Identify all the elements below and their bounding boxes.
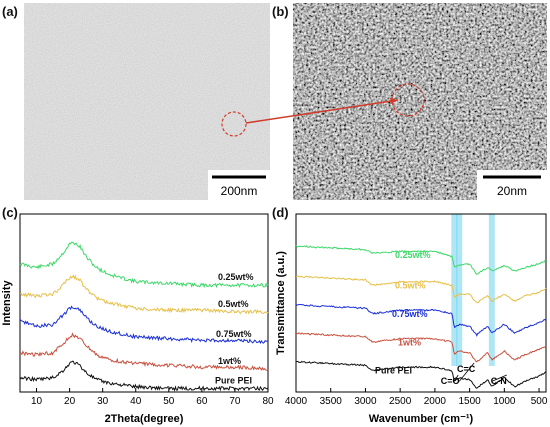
ftir-x-tick-label: 500 xyxy=(531,396,548,407)
xrd-series-label: 0.75wt% xyxy=(216,329,252,339)
scale-bar-box-a xyxy=(208,170,270,200)
ftir-y-axis-label: Transmittance (a.u.) xyxy=(275,251,287,355)
xrd-series-line xyxy=(19,305,269,345)
panel-label-b: (b) xyxy=(272,4,289,19)
ftir-series-line xyxy=(295,303,547,337)
ftir-x-tick-label: 4000 xyxy=(285,396,308,407)
ftir-highlight-band xyxy=(488,214,495,366)
scale-bar-box-b xyxy=(477,170,547,200)
xrd-x-tick-label: 30 xyxy=(97,396,109,407)
ftir-annotation-pointer xyxy=(453,374,459,382)
ftir-chart: 4000 3500 3000 2500 2000 1500 1000 500 Wavenumbe… xyxy=(275,213,548,425)
xrd-plot-frame xyxy=(19,213,269,393)
xrd-series-label: 0.5wt% xyxy=(218,299,249,309)
xrd-series-line xyxy=(19,274,269,315)
xrd-series-line xyxy=(19,332,269,371)
ftir-highlight-band xyxy=(456,214,463,366)
panel-label-a: (a) xyxy=(2,4,18,19)
ftir-annotation-pointer xyxy=(458,362,475,382)
zoom-circle-b xyxy=(391,83,425,117)
ftir-series-label: Pure PEI xyxy=(375,366,412,376)
ftir-series-label: 0.25wt% xyxy=(395,250,431,260)
xrd-series-label: Pure PEI xyxy=(215,375,252,385)
ftir-annotation-pointer xyxy=(491,374,507,382)
xrd-x-tick-label: 20 xyxy=(64,396,76,407)
ftir-series-label: 0.75wt% xyxy=(392,309,428,319)
ftir-series-line xyxy=(295,245,547,275)
ftir-x-tick-label: 1500 xyxy=(458,396,481,407)
ftir-highlight-band xyxy=(451,214,458,366)
ftir-series-line xyxy=(295,332,547,363)
xrd-x-tick-label: 80 xyxy=(262,396,274,407)
xrd-x-tick-label: 40 xyxy=(130,396,142,407)
xrd-series-label: 0.25wt% xyxy=(218,272,254,282)
xrd-series-line xyxy=(19,360,269,392)
zoom-connector-arrowhead xyxy=(390,98,398,104)
ftir-x-tick-label: 2500 xyxy=(389,396,412,407)
ftir-x-tick-label: 3500 xyxy=(320,396,343,407)
ftir-plot-frame xyxy=(295,213,547,393)
panel-label-c: (c) xyxy=(2,205,18,220)
ftir-series-label: 0.5wt% xyxy=(395,280,426,290)
ftir-annotation-label: C-N xyxy=(491,376,507,386)
xrd-y-axis-label: Intensity xyxy=(1,280,13,326)
scale-bar-label-b: 20nm xyxy=(497,184,527,198)
xrd-x-tick-label: 60 xyxy=(196,396,208,407)
xrd-chart: 10 20 30 40 50 60 70 80 2Theta(degree) Intensity 0… xyxy=(1,213,274,425)
ftir-x-tick-label: 3000 xyxy=(354,396,377,407)
ftir-series-label: 1wt% xyxy=(398,337,421,347)
ftir-series-line xyxy=(295,360,547,389)
ftir-x-tick-label: 2000 xyxy=(424,396,447,407)
xrd-series-label: 1wt% xyxy=(218,356,241,366)
ftir-x-tick-label: 1000 xyxy=(493,396,516,407)
ftir-annotation-label: C=O xyxy=(441,376,460,386)
xrd-x-tick-label: 10 xyxy=(31,396,43,407)
xrd-series-line xyxy=(19,241,269,289)
zoom-connector-arrow xyxy=(245,99,399,124)
ftir-x-axis-label: Wavenumber (cm⁻¹) xyxy=(369,413,474,425)
ftir-series-line xyxy=(295,275,547,304)
panel-label-d: (d) xyxy=(272,205,289,220)
xrd-x-tick-label: 70 xyxy=(229,396,241,407)
tem-image-a xyxy=(24,3,270,200)
xrd-x-axis-label: 2Theta(degree) xyxy=(105,413,184,425)
tem-image-b xyxy=(293,3,547,200)
zoom-circle-a xyxy=(221,111,247,137)
scale-bar-label-a: 200nm xyxy=(221,184,258,198)
ftir-annotation-label: C=C xyxy=(457,364,476,374)
xrd-x-tick-label: 50 xyxy=(163,396,175,407)
